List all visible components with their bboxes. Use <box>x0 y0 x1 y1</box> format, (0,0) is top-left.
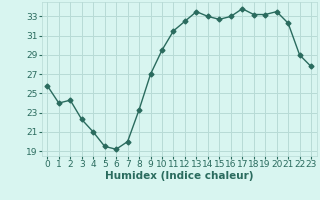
X-axis label: Humidex (Indice chaleur): Humidex (Indice chaleur) <box>105 171 253 181</box>
